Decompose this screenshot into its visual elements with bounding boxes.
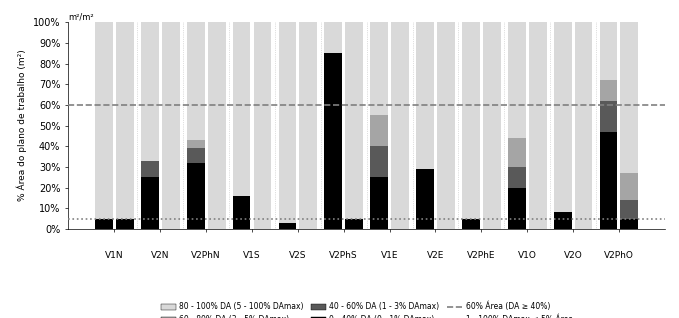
Bar (600, 80, 617, 101)
Y-axis label: % Área do plano de trabalho (m²): % Área do plano de trabalho (m²) (17, 50, 27, 202)
Bar (600, 132, 617, 229)
Bar (508, 138, 526, 167)
Bar (508, 22, 526, 138)
Bar (187, 140, 204, 148)
Bar (600, 101, 617, 132)
Bar (345, 22, 363, 219)
Bar (187, 163, 204, 229)
Bar (299, 22, 317, 229)
Bar (278, 22, 296, 223)
Bar (621, 219, 638, 229)
Bar (437, 22, 455, 229)
Bar (508, 188, 526, 229)
Bar (370, 146, 388, 177)
Bar (621, 173, 638, 200)
Bar (141, 22, 159, 161)
Bar (370, 115, 388, 146)
Bar (574, 22, 592, 229)
Bar (345, 219, 363, 229)
Bar (553, 212, 572, 229)
Bar (325, 53, 342, 229)
Text: m²/m²: m²/m² (68, 12, 94, 22)
Bar (416, 22, 434, 169)
Bar (95, 219, 113, 229)
Bar (462, 219, 480, 229)
Bar (187, 148, 204, 163)
Bar (370, 177, 388, 229)
Bar (141, 177, 159, 229)
Bar (208, 22, 225, 229)
Bar (600, 22, 617, 80)
Bar (187, 22, 204, 140)
Bar (141, 161, 159, 177)
Bar (508, 167, 526, 188)
Bar (391, 22, 409, 229)
Bar (116, 22, 134, 219)
Bar (483, 22, 500, 229)
Bar (416, 169, 434, 229)
Bar (462, 22, 480, 219)
Bar (233, 196, 251, 229)
Bar (233, 22, 251, 196)
Bar (553, 22, 572, 212)
Bar (162, 22, 180, 229)
Bar (278, 223, 296, 229)
Bar (529, 22, 547, 229)
Bar (325, 22, 342, 53)
Bar (621, 200, 638, 219)
Bar (370, 22, 388, 115)
Bar (95, 22, 113, 219)
Legend: 80 - 100% DA (5 - 100% DAmax), 60 - 80% DA (3 - 5% DAmax), 40 - 60% DA (1 - 3% D: 80 - 100% DA (5 - 100% DAmax), 60 - 80% … (158, 299, 576, 318)
Bar (621, 22, 638, 173)
Bar (116, 219, 134, 229)
Bar (253, 22, 272, 229)
